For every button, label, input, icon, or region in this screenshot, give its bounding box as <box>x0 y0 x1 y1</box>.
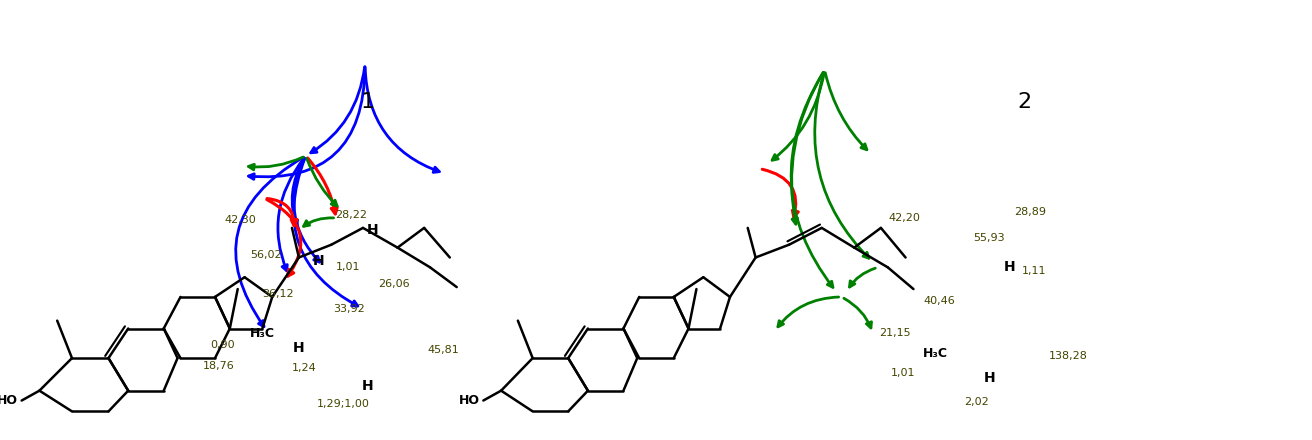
Text: 28,89: 28,89 <box>1014 207 1046 217</box>
FancyArrowPatch shape <box>815 73 869 258</box>
Text: 40,46: 40,46 <box>924 296 955 306</box>
FancyArrowPatch shape <box>778 297 838 327</box>
Text: 138,28: 138,28 <box>1048 351 1088 361</box>
FancyArrowPatch shape <box>773 73 824 160</box>
Text: H: H <box>362 379 374 393</box>
Text: H: H <box>984 371 996 385</box>
Text: H: H <box>312 254 324 268</box>
FancyArrowPatch shape <box>365 67 440 172</box>
Text: HO: HO <box>458 394 479 407</box>
FancyArrowPatch shape <box>248 157 303 170</box>
FancyArrowPatch shape <box>844 298 871 328</box>
Text: 26,06: 26,06 <box>378 279 409 289</box>
Text: 0,90: 0,90 <box>210 340 235 350</box>
FancyArrowPatch shape <box>307 158 337 206</box>
Text: 1,11: 1,11 <box>1022 266 1047 276</box>
Text: 42,30: 42,30 <box>224 215 256 225</box>
FancyArrowPatch shape <box>248 67 365 180</box>
Text: 33,92: 33,92 <box>333 304 365 314</box>
FancyArrowPatch shape <box>303 218 333 226</box>
FancyArrowPatch shape <box>311 67 365 153</box>
Text: H: H <box>293 341 304 355</box>
Text: 1,01: 1,01 <box>336 262 359 272</box>
Text: H₃C: H₃C <box>924 347 949 359</box>
Text: 1: 1 <box>361 92 375 112</box>
FancyArrowPatch shape <box>266 200 300 276</box>
FancyArrowPatch shape <box>293 158 304 226</box>
FancyArrowPatch shape <box>791 73 823 224</box>
FancyArrowPatch shape <box>791 73 833 287</box>
Text: 36,12: 36,12 <box>262 289 294 299</box>
Text: 1,29;1,00: 1,29;1,00 <box>316 400 370 409</box>
Text: H: H <box>367 223 379 237</box>
FancyArrowPatch shape <box>236 157 303 326</box>
Text: 21,15: 21,15 <box>879 328 911 338</box>
FancyArrowPatch shape <box>268 198 298 226</box>
FancyArrowPatch shape <box>307 158 337 214</box>
FancyArrowPatch shape <box>294 158 358 306</box>
FancyArrowPatch shape <box>762 169 798 217</box>
Text: 1,01: 1,01 <box>891 368 916 378</box>
Text: H₃C: H₃C <box>249 327 274 340</box>
Text: 42,20: 42,20 <box>888 213 920 223</box>
Text: 1,24: 1,24 <box>291 363 316 373</box>
FancyArrowPatch shape <box>294 158 320 262</box>
Text: H: H <box>1004 260 1015 275</box>
Text: 2,02: 2,02 <box>964 397 989 407</box>
FancyArrowPatch shape <box>849 268 875 287</box>
Text: 56,02: 56,02 <box>251 249 282 260</box>
FancyArrowPatch shape <box>825 73 867 150</box>
Text: HO: HO <box>0 394 18 407</box>
Text: 2: 2 <box>1017 92 1031 112</box>
FancyArrowPatch shape <box>278 158 304 271</box>
Text: 55,93: 55,93 <box>974 233 1005 243</box>
Text: 45,81: 45,81 <box>428 345 459 355</box>
Text: 18,76: 18,76 <box>203 361 235 371</box>
Text: 28,22: 28,22 <box>336 210 367 220</box>
